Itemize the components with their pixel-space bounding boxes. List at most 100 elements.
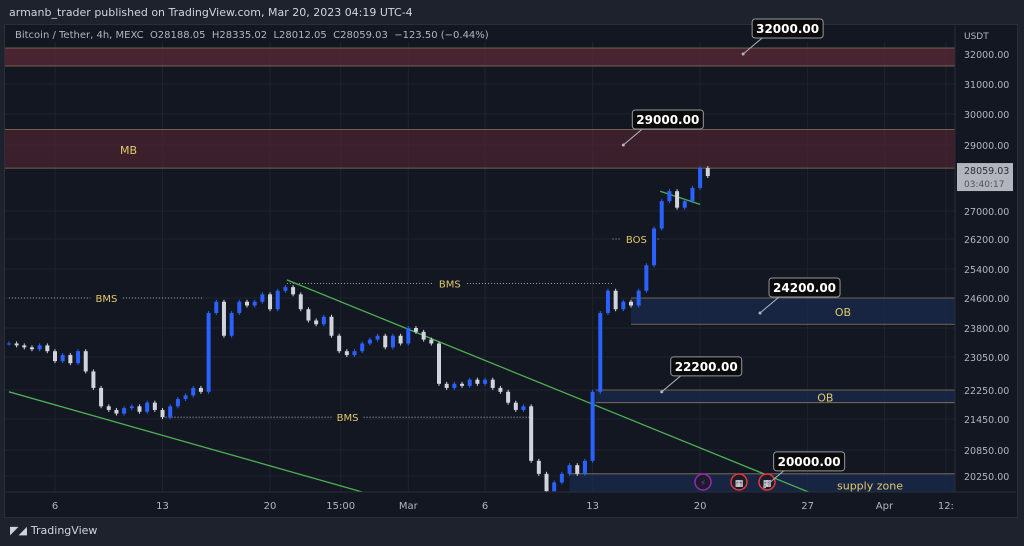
callout-label[interactable]: 32000.00 bbox=[756, 22, 819, 36]
price-tick-label: 22250.00 bbox=[964, 386, 1009, 397]
bar-countdown: 03:40:17 bbox=[964, 180, 1004, 190]
candle bbox=[506, 391, 511, 403]
candle bbox=[444, 383, 449, 388]
candle bbox=[237, 301, 242, 313]
candle bbox=[6, 343, 11, 345]
candle bbox=[191, 387, 196, 396]
candle bbox=[675, 191, 680, 208]
candle bbox=[460, 383, 465, 386]
candle bbox=[682, 201, 687, 208]
time-tick-label: 6 bbox=[482, 501, 488, 512]
structure-label-bg bbox=[331, 410, 364, 424]
last-price-tag bbox=[957, 163, 1013, 192]
candle bbox=[183, 395, 188, 400]
time-tick-label: Apr bbox=[876, 501, 894, 512]
candle bbox=[114, 409, 119, 414]
trendline bbox=[659, 190, 701, 206]
candle bbox=[575, 465, 580, 474]
candle bbox=[490, 379, 495, 388]
candle bbox=[283, 287, 288, 291]
candle bbox=[275, 290, 280, 310]
candle bbox=[329, 316, 334, 336]
candle bbox=[122, 408, 127, 414]
callout-pointer bbox=[764, 470, 784, 488]
time-tick-label: Mar bbox=[399, 501, 419, 512]
chart-frame[interactable] bbox=[4, 24, 1018, 518]
candle bbox=[99, 387, 104, 407]
candle bbox=[598, 313, 603, 392]
structure-label-bms: BMS bbox=[337, 413, 359, 424]
candle bbox=[91, 371, 96, 388]
zone-32000-zone bbox=[5, 48, 955, 66]
candle bbox=[521, 406, 526, 410]
lightning-icon-glyph: ⚡ bbox=[700, 479, 706, 489]
callout-box[interactable] bbox=[768, 277, 841, 298]
plot-area[interactable]: MB OB OB supply zone BMS BMS BMS BOS ⚡ ▦ ▦ bbox=[5, 42, 955, 504]
candle bbox=[129, 406, 134, 409]
callout-box[interactable] bbox=[751, 18, 824, 39]
candle bbox=[698, 168, 703, 188]
us-flag-icon-glyph: ▦ bbox=[735, 479, 744, 489]
symbol-title: Bitcoin / Tether, 4h, MEXC bbox=[15, 30, 144, 41]
price-tick-label: 30000.00 bbox=[964, 110, 1009, 121]
candle bbox=[76, 351, 81, 364]
callout-label[interactable]: 22200.00 bbox=[675, 360, 738, 374]
candle bbox=[536, 460, 541, 474]
candle bbox=[367, 339, 372, 344]
callout-label[interactable]: 20000.00 bbox=[778, 455, 841, 469]
candle bbox=[413, 328, 418, 332]
us-flag-icon-glyph: ▦ bbox=[763, 479, 772, 489]
zone-label: OB bbox=[835, 306, 851, 319]
callout-box[interactable] bbox=[670, 356, 743, 377]
candle bbox=[37, 345, 42, 350]
footer: ◤◢ TradingView bbox=[10, 524, 97, 537]
candle bbox=[175, 399, 180, 407]
candle bbox=[360, 343, 365, 352]
callout-anchor bbox=[621, 143, 625, 147]
structure-label-bg bbox=[620, 232, 653, 245]
callout-anchor bbox=[741, 52, 745, 56]
time-tick-label: 13 bbox=[156, 501, 169, 512]
candle bbox=[152, 402, 157, 410]
symbol-legend: Bitcoin / Tether, 4h, MEXC O28188.05 H28… bbox=[15, 30, 489, 41]
change-value: −123.50 (−0.44%) bbox=[394, 30, 489, 41]
candle bbox=[352, 351, 357, 356]
price-tick-label: 27000.00 bbox=[964, 207, 1009, 218]
candle bbox=[321, 316, 326, 325]
candle bbox=[659, 201, 664, 229]
callout-label[interactable]: 29000.00 bbox=[636, 113, 699, 127]
us-flag-icon bbox=[758, 473, 776, 491]
callout-anchor bbox=[763, 485, 767, 489]
candle bbox=[22, 345, 27, 348]
trendline bbox=[8, 391, 365, 492]
callout-pointer bbox=[622, 128, 643, 146]
candle bbox=[268, 294, 273, 310]
zone-label: OB bbox=[817, 391, 833, 404]
zone-mb bbox=[5, 129, 955, 169]
callout-label[interactable]: 24200.00 bbox=[773, 281, 836, 295]
zone-label: MB bbox=[120, 144, 137, 157]
price-tick-label: 29000.00 bbox=[964, 141, 1009, 152]
structure-label-bg bbox=[433, 276, 466, 290]
candle bbox=[582, 460, 587, 474]
candle bbox=[383, 335, 388, 348]
last-price-value: 28059.03 bbox=[964, 166, 1009, 177]
callout-box[interactable] bbox=[773, 451, 846, 472]
candle bbox=[437, 343, 441, 384]
price-axis-currency: USDT bbox=[964, 32, 989, 42]
candle bbox=[314, 320, 319, 325]
footer-brand[interactable]: TradingView bbox=[30, 524, 98, 537]
candle bbox=[552, 482, 557, 492]
candle bbox=[214, 301, 219, 313]
candle bbox=[452, 383, 457, 388]
candle bbox=[567, 465, 572, 474]
high-value: H28335.02 bbox=[211, 30, 268, 41]
publisher-line: armanb_trader published on TradingView.c… bbox=[9, 6, 413, 19]
candle bbox=[60, 355, 65, 362]
candle bbox=[83, 351, 88, 372]
candle bbox=[544, 473, 549, 492]
callout-box[interactable] bbox=[631, 109, 704, 130]
candle bbox=[498, 387, 503, 392]
callout-pointer bbox=[661, 375, 682, 393]
